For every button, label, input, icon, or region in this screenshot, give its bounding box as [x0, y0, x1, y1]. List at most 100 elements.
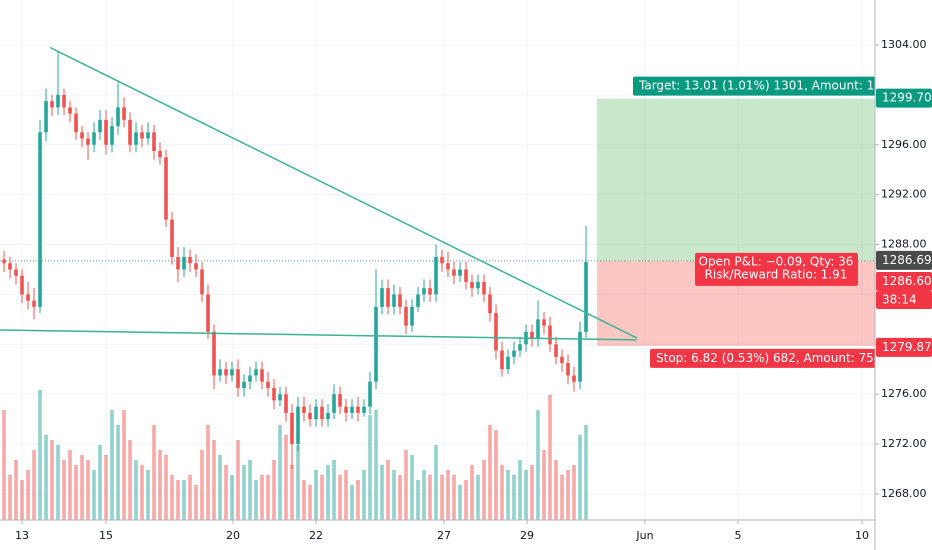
volume-bar — [92, 470, 96, 520]
candle-body — [92, 132, 96, 145]
volume-bar — [566, 470, 570, 520]
candle-body — [272, 387, 276, 401]
candle-body — [560, 356, 564, 364]
target-label: Target: 13.01 (1.01%) 1301, Amount: 14 — [638, 79, 882, 93]
volume-bar — [62, 460, 66, 520]
candle-body — [182, 257, 186, 270]
candle-body — [86, 138, 90, 145]
candle-body — [428, 288, 432, 295]
volume-bar — [248, 460, 252, 520]
candle-body — [278, 394, 282, 401]
candle-body — [458, 269, 462, 276]
candle-body — [476, 281, 480, 289]
volume-bar — [2, 410, 6, 520]
volume-bar — [440, 475, 444, 520]
candle-body — [434, 257, 438, 295]
candle-body — [290, 412, 294, 445]
candles — [0, 46, 638, 469]
volume-pane — [2, 390, 588, 520]
volume-bar — [578, 435, 582, 520]
x-tick-label: 29 — [520, 529, 534, 542]
volume-bar — [302, 480, 306, 520]
candle-body — [8, 263, 12, 270]
volume-bar — [44, 435, 48, 520]
axes: 1268.001272.001276.001280.001284.001288.… — [15, 38, 932, 542]
target-price-bg — [876, 88, 932, 108]
candle-body — [44, 101, 48, 133]
candle-body — [470, 281, 474, 289]
volume-bar — [164, 455, 168, 520]
candle-body — [422, 288, 426, 295]
candle-body — [320, 406, 324, 420]
target-zone — [596, 98, 875, 261]
volume-bar — [326, 465, 330, 520]
volume-bar — [110, 410, 114, 520]
volume-bar — [284, 435, 288, 520]
candle-body — [536, 319, 540, 339]
candle-body — [386, 288, 390, 307]
volume-bar — [332, 460, 336, 520]
candle-body — [188, 257, 192, 264]
candle-body — [62, 94, 66, 108]
volume-bar — [482, 460, 486, 520]
candle-body — [116, 107, 120, 127]
volume-bar — [500, 465, 504, 520]
candle-body — [146, 132, 150, 139]
candle-body — [218, 369, 222, 376]
volume-bar — [464, 480, 468, 520]
position-labels: Target: 13.01 (1.01%) 1301, Amount: 14 Op… — [633, 76, 882, 368]
volume-bar — [536, 410, 540, 520]
volume-bar — [218, 455, 222, 520]
volume-bar — [434, 445, 438, 520]
volume-bar — [386, 460, 390, 520]
volume-bar — [338, 475, 342, 520]
y-tick-label: 1296.00 — [881, 138, 927, 151]
candle-body — [452, 269, 456, 276]
volume-bar — [290, 465, 294, 520]
candle-body — [446, 263, 450, 270]
entry-price-bg — [876, 250, 932, 270]
candle-body — [122, 107, 126, 120]
volume-bar — [584, 425, 588, 520]
volume-bar — [296, 445, 300, 520]
candle-body — [416, 294, 420, 307]
volume-bar — [362, 470, 366, 520]
rr-label: Risk/Reward Ratio: 1.91 — [705, 267, 848, 281]
candle-body — [548, 325, 552, 345]
x-tick-label: 5 — [734, 529, 741, 542]
candle-body — [20, 275, 24, 295]
volume-bar — [116, 425, 120, 520]
candle-body — [518, 344, 522, 351]
volume-bar — [344, 470, 348, 520]
volume-bar — [422, 470, 426, 520]
candle-body — [344, 406, 348, 413]
candle-body — [236, 369, 240, 388]
volume-bar — [224, 465, 228, 520]
volume-bar — [236, 440, 240, 520]
candle-body — [578, 331, 582, 382]
candle-body — [374, 306, 378, 382]
candle-body — [152, 132, 156, 152]
candle-body — [110, 126, 114, 145]
volume-bar — [416, 480, 420, 520]
volume-bar — [188, 475, 192, 520]
volume-bar — [176, 480, 180, 520]
volume-bar — [458, 485, 462, 520]
candle-body — [230, 369, 234, 376]
candle-body — [266, 381, 270, 388]
candle-body — [362, 406, 366, 413]
volume-bar — [128, 440, 132, 520]
candle-body — [530, 331, 534, 339]
candle-body — [284, 394, 288, 413]
volume-bar — [122, 410, 126, 520]
volume-bar — [506, 470, 510, 520]
candle-body — [254, 369, 258, 376]
volume-bar — [32, 450, 36, 520]
volume-bar — [272, 460, 276, 520]
candle-body — [572, 375, 576, 382]
candle-body — [170, 219, 174, 258]
volume-bar — [530, 465, 534, 520]
volume-bar — [260, 475, 264, 520]
candle-body — [512, 350, 516, 357]
volume-bar — [542, 450, 546, 520]
